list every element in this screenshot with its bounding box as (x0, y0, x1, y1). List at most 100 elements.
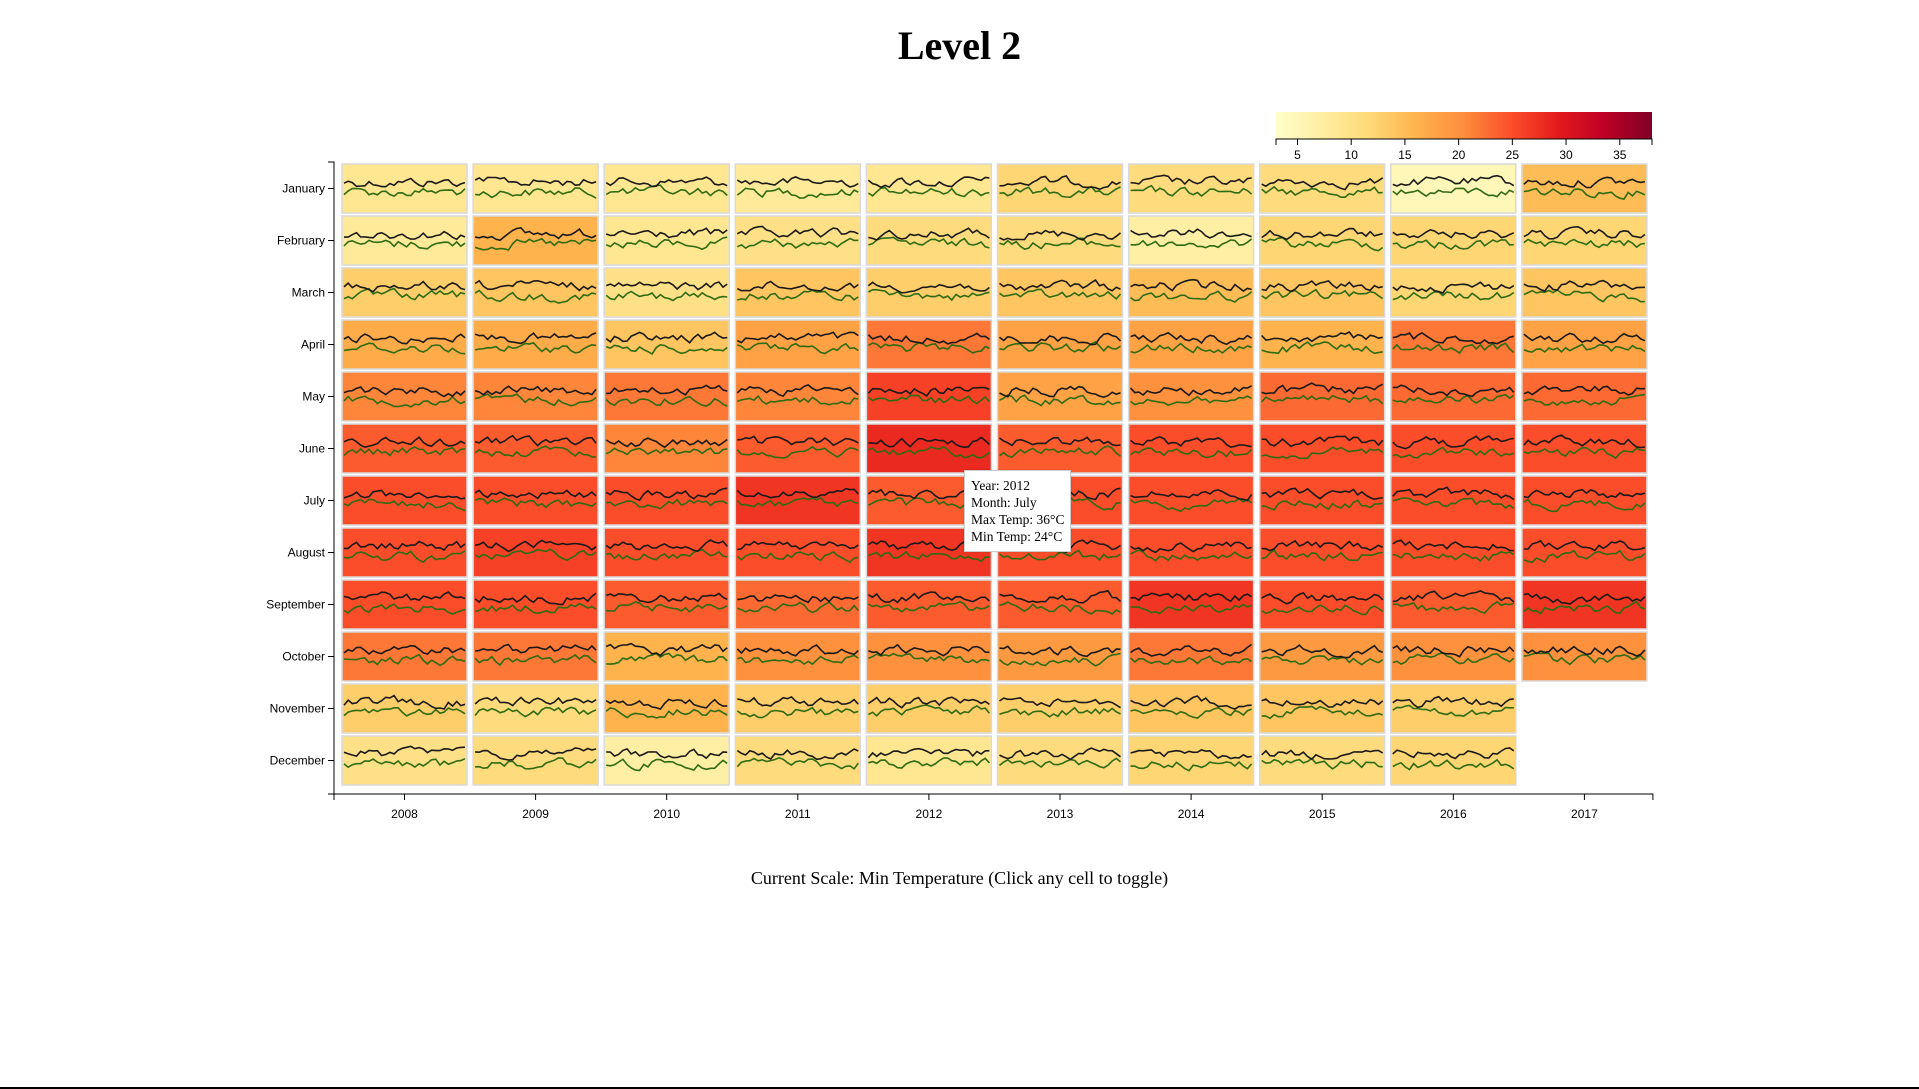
heatmap-cell[interactable] (1390, 631, 1517, 682)
cell-background[interactable] (1258, 475, 1386, 526)
cell-background[interactable] (1521, 371, 1648, 422)
heatmap-cell[interactable] (472, 683, 599, 734)
heatmap-cell[interactable] (996, 215, 1124, 266)
cell-background[interactable] (1390, 319, 1517, 370)
cell-background[interactable] (341, 423, 468, 474)
cell-background[interactable] (603, 475, 730, 526)
cell-background[interactable] (1390, 475, 1517, 526)
heatmap-cell[interactable] (603, 319, 730, 370)
cell-background[interactable] (603, 631, 730, 682)
heatmap-cell[interactable] (734, 631, 862, 682)
heatmap-cell[interactable] (996, 371, 1124, 422)
cell-background[interactable] (603, 735, 730, 786)
cell-background[interactable] (734, 163, 862, 214)
cell-background[interactable] (865, 683, 993, 734)
heatmap-cell[interactable] (734, 163, 862, 214)
cell-background[interactable] (734, 683, 862, 734)
cell-background[interactable] (996, 631, 1124, 682)
heatmap-cell[interactable] (734, 267, 862, 318)
cell-background[interactable] (472, 267, 599, 318)
cell-background[interactable] (472, 423, 599, 474)
cell-background[interactable] (1258, 683, 1386, 734)
cell-background[interactable] (1390, 163, 1517, 214)
heatmap-cell[interactable] (603, 215, 730, 266)
heatmap-cell[interactable] (865, 267, 993, 318)
cell-background[interactable] (734, 267, 862, 318)
cell-background[interactable] (603, 163, 730, 214)
cell-background[interactable] (1521, 579, 1648, 630)
heatmap-cell[interactable] (1390, 423, 1517, 474)
heatmap-cell[interactable] (603, 163, 730, 214)
heatmap-cell[interactable] (1390, 267, 1517, 318)
heatmap-cell[interactable] (1127, 683, 1255, 734)
heatmap-cell[interactable] (865, 215, 993, 266)
heatmap-cell[interactable] (603, 579, 730, 630)
heatmap-cell[interactable] (472, 319, 599, 370)
heatmap-cell[interactable] (1127, 475, 1255, 526)
cell-background[interactable] (341, 683, 468, 734)
cell-background[interactable] (1127, 579, 1255, 630)
heatmap-cell[interactable] (1258, 163, 1386, 214)
heatmap-cell[interactable] (472, 475, 599, 526)
heatmap-cell[interactable] (1390, 527, 1517, 578)
cell-background[interactable] (341, 735, 468, 786)
heatmap-cell[interactable] (734, 475, 862, 526)
heatmap-cell[interactable] (1127, 319, 1255, 370)
heatmap-cell[interactable] (865, 735, 993, 786)
heatmap-cell[interactable] (472, 163, 599, 214)
cell-background[interactable] (865, 163, 993, 214)
cell-background[interactable] (1258, 579, 1386, 630)
heatmap-cell[interactable] (1258, 527, 1386, 578)
cell-background[interactable] (341, 163, 468, 214)
cell-background[interactable] (996, 683, 1124, 734)
heatmap-cell[interactable] (996, 631, 1124, 682)
cell-background[interactable] (603, 371, 730, 422)
cell-background[interactable] (996, 735, 1124, 786)
cell-background[interactable] (734, 423, 862, 474)
cell-background[interactable] (1521, 475, 1648, 526)
cell-background[interactable] (341, 267, 468, 318)
cell-background[interactable] (1127, 163, 1255, 214)
cell-background[interactable] (865, 371, 993, 422)
cell-background[interactable] (472, 735, 599, 786)
heatmap-cell[interactable] (996, 423, 1124, 474)
heatmap-cell[interactable] (1258, 267, 1386, 318)
heatmap-cell[interactable] (603, 423, 730, 474)
heatmap-cell[interactable] (341, 475, 468, 526)
heatmap-cell[interactable] (472, 631, 599, 682)
heatmap-cell[interactable] (341, 423, 468, 474)
heatmap-cell[interactable] (1127, 527, 1255, 578)
heatmap-cell[interactable] (1521, 475, 1648, 526)
cell-background[interactable] (1521, 319, 1648, 370)
cell-background[interactable] (1127, 631, 1255, 682)
cell-background[interactable] (1390, 683, 1517, 734)
cell-background[interactable] (865, 631, 993, 682)
heatmap-cell[interactable] (1390, 319, 1517, 370)
cell-background[interactable] (472, 371, 599, 422)
cell-background[interactable] (603, 319, 730, 370)
cell-background[interactable] (341, 215, 468, 266)
heatmap-cell[interactable] (1521, 215, 1648, 266)
heatmap-cell[interactable] (1258, 475, 1386, 526)
heatmap-cell[interactable] (1521, 579, 1648, 630)
cell-background[interactable] (603, 527, 730, 578)
cell-background[interactable] (341, 579, 468, 630)
heatmap-cell[interactable] (1521, 527, 1648, 578)
heatmap-cell[interactable] (1127, 735, 1255, 786)
cell-background[interactable] (472, 683, 599, 734)
heatmap-cell[interactable] (734, 735, 862, 786)
cell-background[interactable] (1258, 527, 1386, 578)
heatmap-cell[interactable] (341, 579, 468, 630)
heatmap-cell[interactable] (472, 735, 599, 786)
cell-background[interactable] (1127, 475, 1255, 526)
cell-background[interactable] (1521, 631, 1648, 682)
cell-background[interactable] (1521, 215, 1648, 266)
cell-background[interactable] (1521, 163, 1648, 214)
heatmap-cell[interactable] (1258, 371, 1386, 422)
heatmap-cell[interactable] (1258, 423, 1386, 474)
heatmap-cell[interactable] (865, 371, 993, 422)
cell-background[interactable] (1390, 371, 1517, 422)
cell-background[interactable] (341, 319, 468, 370)
heatmap-cell[interactable] (865, 319, 993, 370)
heatmap-cell[interactable] (341, 267, 468, 318)
